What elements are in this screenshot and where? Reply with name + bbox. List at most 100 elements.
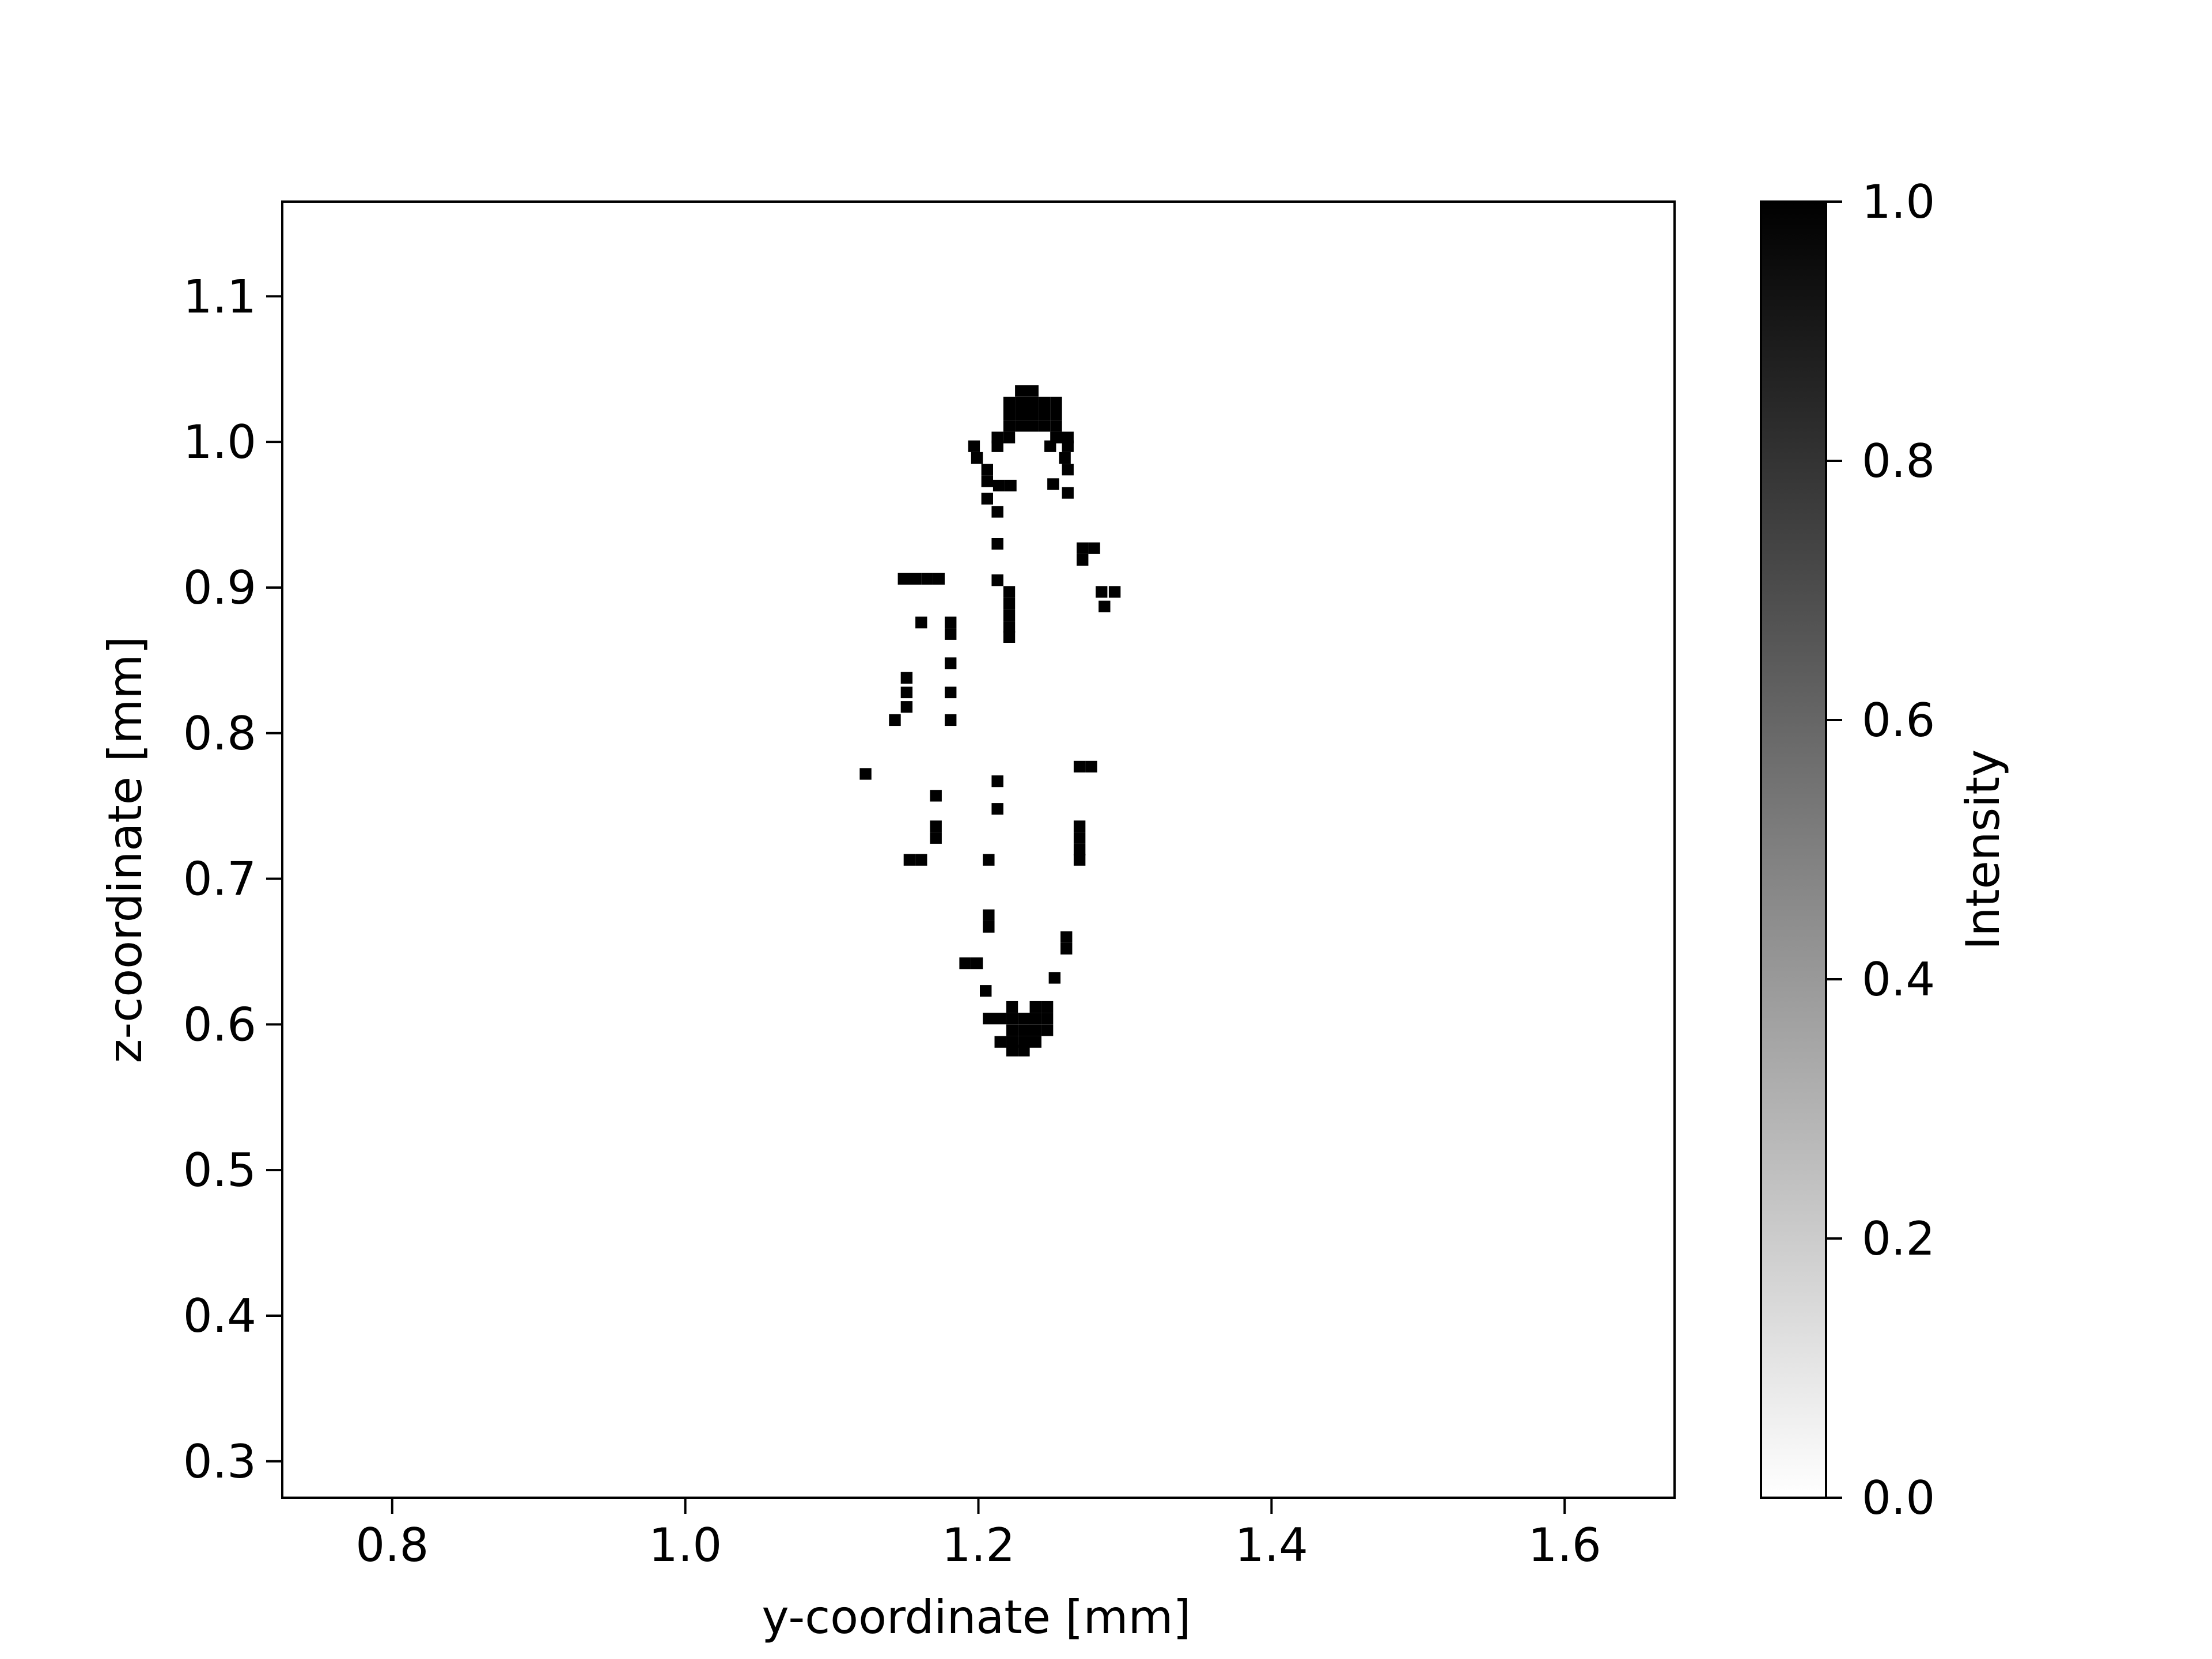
y-tick-label: 0.4 xyxy=(183,1289,256,1343)
heatmap-cell xyxy=(1015,420,1027,432)
heatmap-cell xyxy=(1041,1001,1054,1013)
x-tick-label: 1.0 xyxy=(649,1518,722,1572)
heatmap-cell xyxy=(1038,420,1051,432)
heatmap-cell xyxy=(930,832,942,844)
colorbar-frame xyxy=(1760,200,1827,1499)
heatmap-cell xyxy=(1029,1001,1041,1013)
heatmap-cell xyxy=(897,573,910,585)
x-axis: 0.8 1.0 1.2 1.4 1.6 xyxy=(355,1498,1601,1572)
heatmap-cell xyxy=(900,672,913,684)
heatmap-cell xyxy=(1018,1024,1030,1036)
heatmap-cell xyxy=(1006,1024,1018,1036)
heatmap-cell xyxy=(993,479,1005,492)
heatmap-cell xyxy=(1088,542,1100,554)
heatmap-cell xyxy=(1003,621,1016,633)
x-tick-label: 1.2 xyxy=(942,1518,1015,1572)
heatmap-cell xyxy=(991,574,1003,586)
heatmap-cell xyxy=(994,1036,1006,1048)
heatmap-cell xyxy=(983,909,995,921)
heatmap-cell xyxy=(1003,609,1016,622)
heatmap-cell xyxy=(1029,1024,1041,1036)
y-axis-label: z-coordinate [mm] xyxy=(99,636,152,1063)
heatmap-cell xyxy=(991,440,1003,452)
heatmap-cell xyxy=(859,768,872,780)
heatmap-cell xyxy=(991,431,1003,444)
heatmap-cell xyxy=(1050,431,1062,444)
heatmap-cell xyxy=(968,440,980,452)
x-tick-label: 0.8 xyxy=(355,1518,429,1572)
colorbar-ticks: 0.0 0.2 0.4 0.6 0.8 1.0 xyxy=(1826,175,1935,1525)
heatmap-cell xyxy=(1060,942,1073,955)
heatmap-cell xyxy=(930,820,942,832)
heatmap-cell xyxy=(1005,479,1017,492)
heatmap-cell xyxy=(1041,1013,1054,1025)
heatmap-cell xyxy=(983,921,995,933)
heatmap-cell xyxy=(991,506,1003,518)
heatmap-cell xyxy=(1050,408,1062,421)
heatmap-cell xyxy=(900,701,913,713)
x-tick-label: 1.4 xyxy=(1235,1518,1308,1572)
y-tick-label: 1.1 xyxy=(183,270,256,323)
heatmap-cell xyxy=(1062,431,1074,444)
heatmap-cell xyxy=(1096,586,1108,598)
heatmap-cell xyxy=(1003,631,1016,643)
heatmap-cell xyxy=(1006,1044,1018,1056)
heatmap-cell xyxy=(1073,820,1086,832)
x-axis-label: y-coordinate [mm] xyxy=(762,1590,1191,1644)
heatmap-cell xyxy=(991,803,1003,815)
heatmap-cell xyxy=(983,1013,995,1025)
heatmap-cell xyxy=(1003,597,1016,609)
heatmap-cell xyxy=(1077,542,1089,554)
heatmap-cell xyxy=(945,628,957,640)
heatmap-cell xyxy=(1027,385,1039,397)
heatmap-cell xyxy=(1050,420,1062,432)
heatmap-cell xyxy=(945,714,957,726)
heatmap-cell xyxy=(1029,1013,1041,1025)
heatmap-cell xyxy=(1003,586,1016,598)
colorbar-label: Intensity xyxy=(1956,749,2010,950)
heatmap-cell xyxy=(981,475,993,487)
heatmap-cell xyxy=(1003,431,1016,444)
colorbar-tick-label: 0.8 xyxy=(1862,434,1935,488)
x-tick-label: 1.6 xyxy=(1528,1518,1601,1572)
y-tick-label: 0.6 xyxy=(183,998,256,1051)
heatmap-cell xyxy=(909,573,922,585)
heatmap-cell xyxy=(915,616,927,628)
heatmap-cell xyxy=(1108,586,1121,598)
heatmap-cell xyxy=(971,957,983,969)
heatmap-cell xyxy=(971,452,983,464)
y-tick-label: 0.7 xyxy=(183,853,256,906)
y-tick-label: 1.0 xyxy=(183,415,256,469)
heatmap-cell xyxy=(980,985,992,997)
heatmap-cell xyxy=(945,616,957,628)
heatmap-cell xyxy=(1062,487,1074,499)
plot-background xyxy=(282,202,1675,1498)
y-tick-label: 0.8 xyxy=(183,707,256,760)
y-axis: 0.3 0.4 0.5 0.6 0.7 0.8 0.9 1.0 1.1 xyxy=(183,270,282,1488)
heatmap-cell xyxy=(1003,396,1016,408)
heatmap-cell xyxy=(900,686,913,699)
heatmap-cell xyxy=(1015,408,1027,421)
heatmap-cell xyxy=(983,854,995,866)
heatmap-cell xyxy=(1003,408,1016,421)
heatmap-cell xyxy=(1027,396,1039,408)
heatmap-cell xyxy=(1041,1024,1054,1036)
heatmap-cell xyxy=(959,957,971,969)
heatmap-cell xyxy=(1073,854,1086,866)
heatmap-cell xyxy=(981,493,993,505)
heatmap-cell xyxy=(1006,1013,1018,1025)
heatmap-cell xyxy=(1027,408,1039,421)
heatmap-cell xyxy=(1062,440,1074,452)
heatmap-cell xyxy=(1006,1036,1018,1048)
heatmap-cell xyxy=(1060,931,1073,943)
heatmap-cell xyxy=(994,1013,1006,1025)
heatmap-cell xyxy=(1018,1036,1030,1048)
colorbar: 0.0 0.2 0.4 0.6 0.8 1.0 Intensity xyxy=(1760,175,2010,1525)
heatmap-cell xyxy=(1018,1044,1030,1056)
colorbar-tick-label: 0.2 xyxy=(1862,1212,1935,1266)
heatmap-cell xyxy=(991,538,1003,550)
heatmap-cell xyxy=(1015,396,1027,408)
heatmap-cell xyxy=(1073,843,1086,856)
y-tick-label: 0.9 xyxy=(183,561,256,615)
